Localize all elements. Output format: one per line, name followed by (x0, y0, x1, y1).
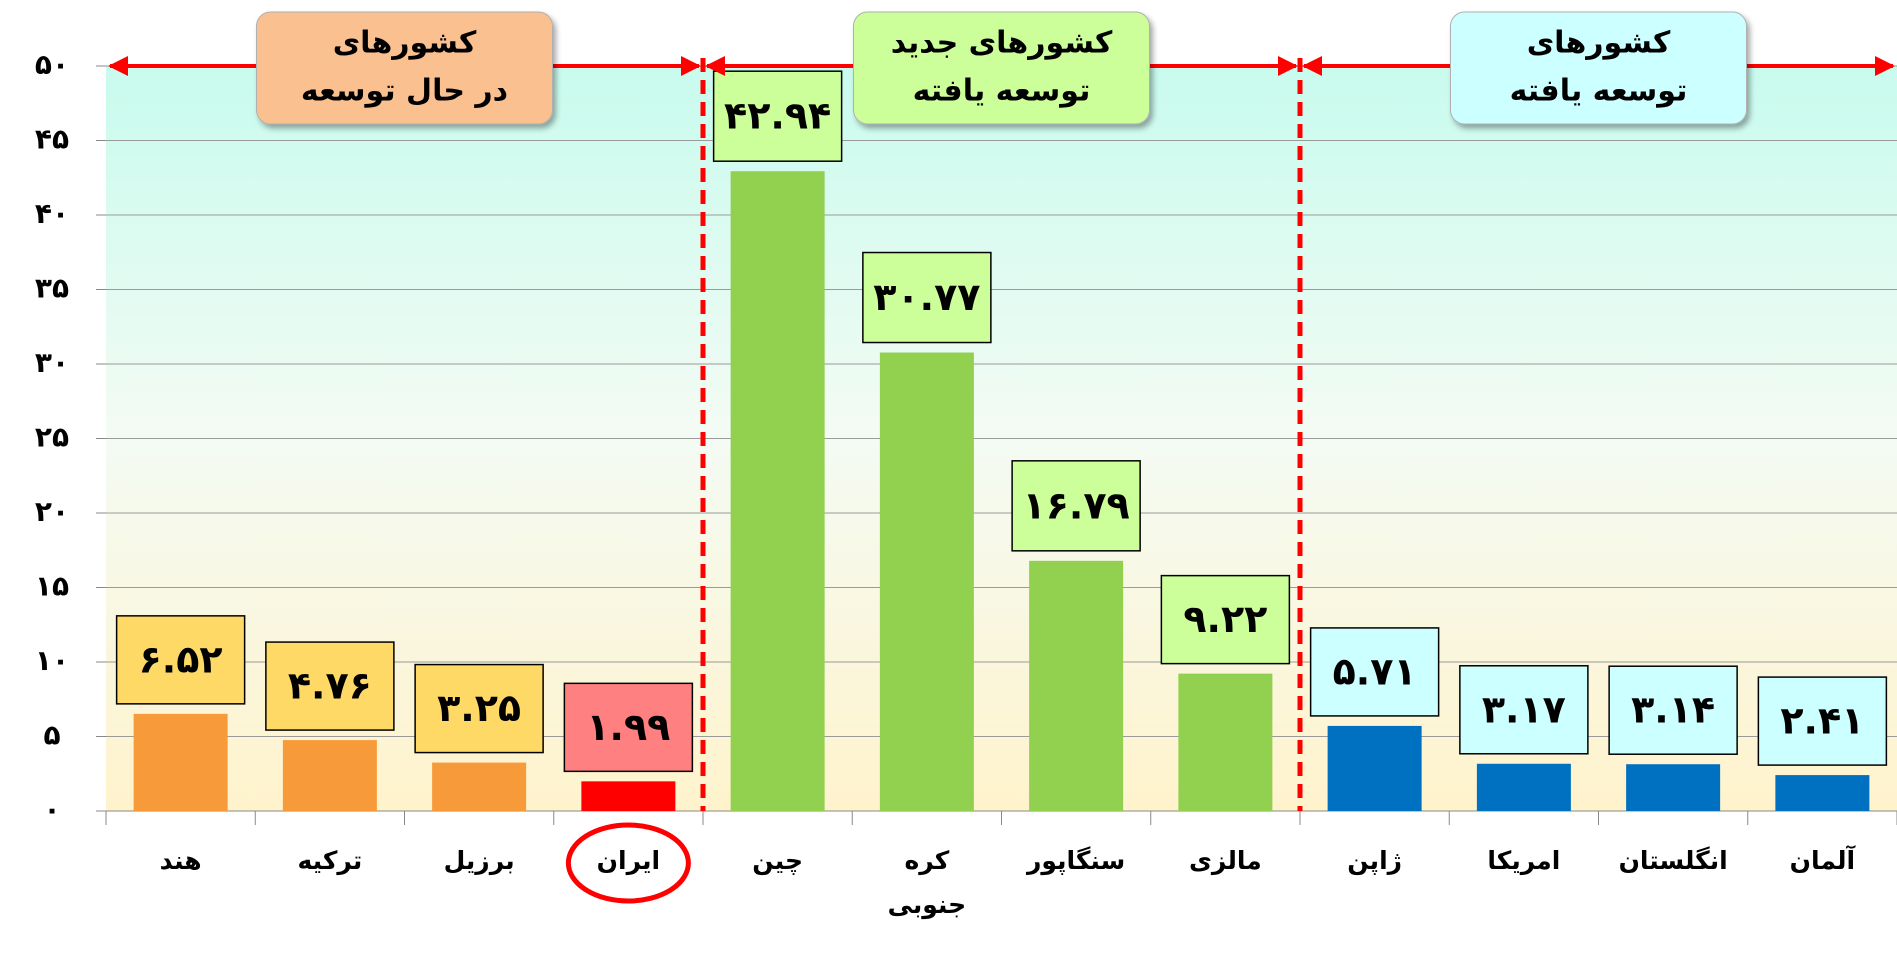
value-label: ۱.۹۹ (586, 705, 670, 749)
y-tick-label: ۲۰ (35, 495, 69, 528)
y-tick-label: ۱۰ (35, 644, 69, 677)
x-label-box: سنگاپور (1027, 846, 1126, 875)
y-tick-label: ۳۰ (35, 346, 69, 379)
y-tick-label: ۴۰ (35, 197, 69, 230)
y-tick-label: ۲۵ (35, 421, 69, 454)
value-label-box (563, 682, 694, 773)
group-box (256, 11, 553, 125)
bar (1178, 673, 1273, 811)
x-label-box: ترکیه (297, 846, 363, 875)
group-title: توسعه یافته (913, 74, 1091, 109)
bar (282, 740, 377, 811)
y-tick-label: ۱۵ (35, 570, 69, 603)
x-tick-label: کره جنوبی (887, 846, 967, 919)
x-tick-label: برزیل (443, 846, 515, 875)
value-label-box (712, 70, 843, 162)
value-label: ۲.۴۱ (1780, 699, 1864, 743)
value-label-box (115, 615, 246, 705)
group-title: توسعه یافته (1510, 74, 1688, 109)
y-tick-label: ۴۵ (35, 123, 69, 156)
bar (1476, 763, 1571, 811)
value-label-box (265, 641, 395, 731)
value-label: ۴.۷۶ (288, 664, 372, 708)
y-tick-label: ۵ (43, 719, 60, 752)
group-title: در حال توسعه (301, 74, 508, 109)
group-title: کشورهای (1527, 26, 1671, 61)
value-label-box (1459, 665, 1589, 755)
value-label-box (414, 663, 544, 754)
value-label-box (1011, 460, 1141, 552)
x-label-box: هند (159, 846, 202, 875)
x-tick-label: ترکیه (297, 846, 363, 875)
value-label: ۱۶.۷۹ (1023, 483, 1130, 527)
bar (432, 762, 527, 811)
group-title: کشورهای جدید (891, 26, 1113, 61)
bar (1775, 775, 1870, 811)
x-label-box: آلمان (1789, 846, 1856, 875)
bar (133, 713, 228, 811)
x-tick-label: ایران (596, 846, 661, 875)
value-label: ۴۲.۹۴ (724, 94, 831, 138)
y-tick-label: ۳۵ (35, 272, 69, 305)
x-label-box: مالزی (1189, 846, 1262, 875)
x-tick-label: انگلستان (1618, 846, 1728, 875)
x-label-box: ایران (596, 846, 661, 875)
group-box (853, 11, 1150, 125)
bar (1626, 764, 1721, 811)
x-label-box: انگلستان (1618, 846, 1728, 875)
group-box (1450, 11, 1747, 125)
bar (730, 171, 825, 812)
value-label: ۳۰.۷۷ (873, 275, 980, 319)
x-tick-label: سنگاپور (1027, 846, 1126, 875)
value-label-box (1608, 665, 1738, 755)
bar (1029, 560, 1124, 811)
x-tick-label: آلمان (1789, 846, 1856, 875)
value-label-box (1309, 627, 1440, 717)
value-label-box (1160, 574, 1291, 665)
x-tick-label: هند (159, 846, 202, 875)
x-label-box: ژاپن (1347, 846, 1403, 875)
x-tick-label: چین (752, 846, 803, 875)
y-tick-label: ۰ (43, 793, 60, 826)
x-label-box: کره جنوبی (887, 846, 967, 919)
bar (879, 352, 974, 811)
value-label-box (1757, 676, 1888, 766)
group-title: کشورهای (333, 26, 477, 61)
value-label: ۳.۱۴ (1631, 688, 1715, 732)
x-tick-label: امریکا (1487, 846, 1561, 875)
bar (1327, 725, 1422, 811)
bar (581, 781, 676, 811)
y-tick-label: ۵۰ (35, 48, 69, 81)
value-label: ۶.۵۲ (139, 637, 223, 681)
highlight-circle (565, 822, 691, 904)
value-label: ۵.۷۱ (1333, 649, 1417, 693)
value-label: ۳.۲۵ (437, 686, 521, 730)
x-tick-label: ژاپن (1347, 846, 1403, 875)
x-label-box: چین (752, 846, 803, 875)
x-tick-label: مالزی (1189, 846, 1262, 875)
value-label: ۹.۲۲ (1183, 597, 1267, 641)
value-label: ۳.۱۷ (1482, 687, 1566, 731)
x-label-box: برزیل (443, 846, 515, 875)
x-label-box: امریکا (1487, 846, 1561, 875)
value-label-box (862, 251, 992, 344)
